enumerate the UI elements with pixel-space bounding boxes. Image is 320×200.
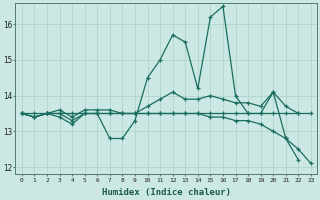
X-axis label: Humidex (Indice chaleur): Humidex (Indice chaleur) [102, 188, 231, 197]
